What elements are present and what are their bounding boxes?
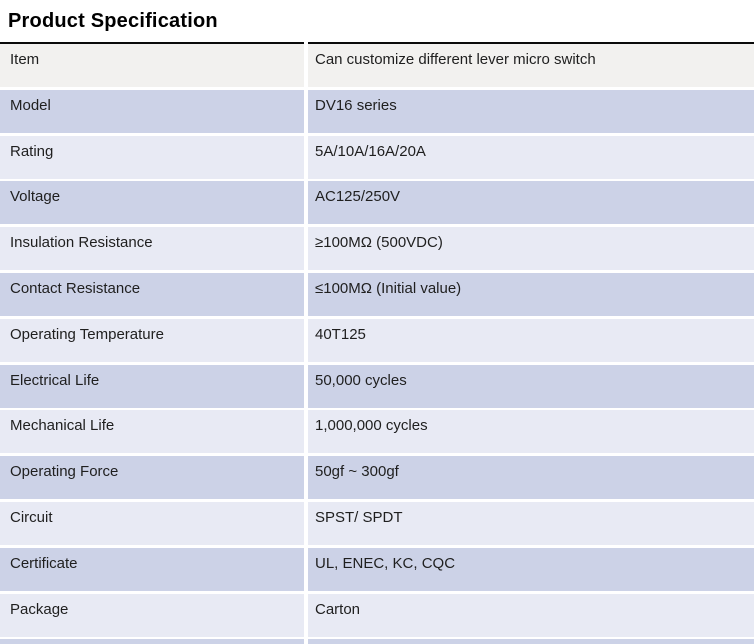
- page-title: Product Specification: [8, 10, 218, 32]
- table-row: Rating 5A/10A/16A/20A: [0, 135, 754, 179]
- table-row: Item Can customize different lever micro…: [0, 42, 754, 87]
- spec-value-cell: Can customize different lever micro swit…: [308, 42, 754, 87]
- table-next-row-cutoff: [0, 639, 754, 644]
- spec-value-cell: ≥100MΩ (500VDC): [308, 227, 754, 271]
- table-row: Mechanical Life 1,000,000 cycles: [0, 410, 754, 454]
- spec-label-cell: Circuit: [0, 501, 304, 545]
- spec-label-cell: Package: [0, 593, 304, 637]
- spec-label-cell: Mechanical Life: [0, 410, 304, 454]
- spec-label-cell: Voltage: [0, 181, 304, 225]
- spec-label-cell: Model: [0, 89, 304, 133]
- spec-label-cell: Operating Temperature: [0, 318, 304, 362]
- table-row: Insulation Resistance ≥100MΩ (500VDC): [0, 227, 754, 271]
- spec-value-cell: Carton: [308, 593, 754, 637]
- spec-value-cell: SPST/ SPDT: [308, 501, 754, 545]
- cutoff-label-cell: [0, 639, 304, 644]
- table-row: Circuit SPST/ SPDT: [0, 501, 754, 545]
- table-row: Certificate UL, ENEC, KC, CQC: [0, 547, 754, 591]
- spec-label-cell: Contact Resistance: [0, 272, 304, 316]
- table-row: Contact Resistance ≤100MΩ (Initial value…: [0, 272, 754, 316]
- spec-value-cell: 5A/10A/16A/20A: [308, 135, 754, 179]
- table-row: Electrical Life 50,000 cycles: [0, 364, 754, 408]
- table-row: Package Carton: [0, 593, 754, 637]
- spec-label-cell: Operating Force: [0, 456, 304, 500]
- spec-value-cell: ≤100MΩ (Initial value): [308, 272, 754, 316]
- table-row: Voltage AC125/250V: [0, 181, 754, 225]
- spec-value-cell: DV16 series: [308, 89, 754, 133]
- spec-label-cell: Electrical Life: [0, 364, 304, 408]
- spec-table: Item Can customize different lever micro…: [0, 42, 754, 644]
- spec-value-cell: AC125/250V: [308, 181, 754, 225]
- spec-value-cell: 1,000,000 cycles: [308, 410, 754, 454]
- cutoff-value-cell: [308, 639, 754, 644]
- spec-table-body: Item Can customize different lever micro…: [0, 42, 754, 637]
- spec-label-cell: Rating: [0, 135, 304, 179]
- table-row: Operating Temperature 40T125: [0, 318, 754, 362]
- table-row: Model DV16 series: [0, 89, 754, 133]
- spec-label-cell: Insulation Resistance: [0, 227, 304, 271]
- spec-label-cell: Certificate: [0, 547, 304, 591]
- table-row: Operating Force 50gf ~ 300gf: [0, 456, 754, 500]
- page-header: Product Specification: [0, 0, 754, 42]
- spec-value-cell: 40T125: [308, 318, 754, 362]
- spec-value-cell: 50gf ~ 300gf: [308, 456, 754, 500]
- spec-value-cell: 50,000 cycles: [308, 364, 754, 408]
- spec-label-cell: Item: [0, 42, 304, 87]
- spec-value-cell: UL, ENEC, KC, CQC: [308, 547, 754, 591]
